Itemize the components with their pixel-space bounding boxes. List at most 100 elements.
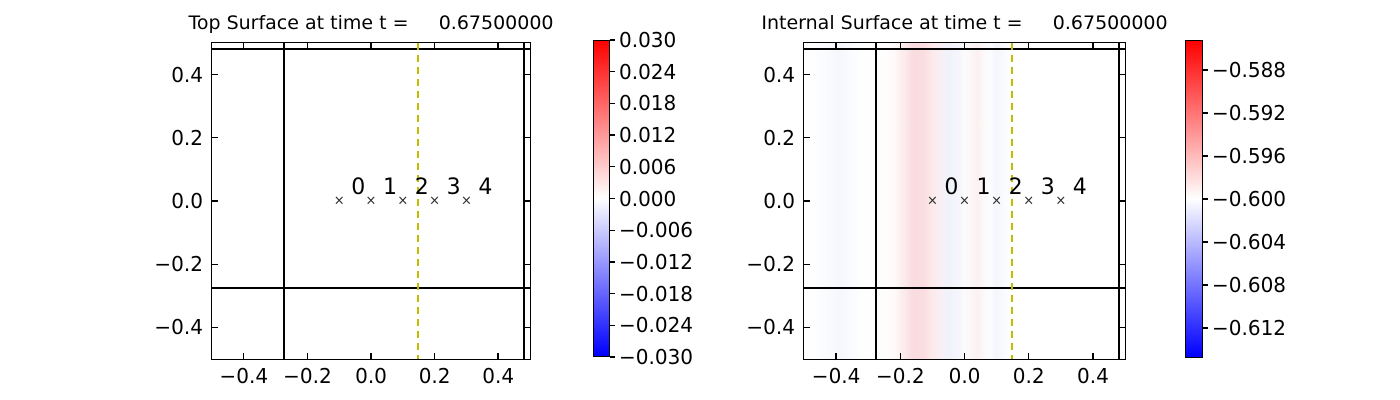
colorbar-tick-label: 0.000 [619,186,677,211]
colorbar-internal-surface: −0.588 −0.592 −0.596 −0.600 −0.604 −0.608 −0.6… [1185,40,1286,358]
x-tick-label: 0.4 [482,364,515,388]
subplot-top-surface: Top Surface at time t = 0.67500000 −0.4−… [154,12,553,388]
colorbar-gradient-top-surface [593,40,610,357]
subplot-internal-surface: Internal Surface at time t = 0.67500000 … [746,12,1167,388]
x-tick-label: 0.0 [948,364,981,388]
boundary-line-vertical [1117,43,1120,359]
marker-label: 4 [1072,175,1087,200]
y-tick-left [212,326,218,329]
axes-top-surface: −0.4 −0.2 0.0 0.2 0.4 0.4 0.2 0.0 −0.2 −0.4 × 0 × 1 × 2… [154,42,531,388]
boundary-line-horizontal [804,286,1125,289]
y-tick-right [1119,137,1125,139]
colorbar-tick [610,134,615,136]
y-tick-label: −0.2 [746,252,795,277]
x-tick-label: 0.2 [1012,364,1045,388]
x-tick-bottom [1092,353,1094,359]
y-tick-label: −0.4 [154,315,203,340]
y-tick-label: 0.0 [763,189,795,213]
colorbar-tick-label: −0.592 [1212,101,1287,126]
y-tick-left [212,263,218,265]
y-tick-right [1119,73,1125,76]
colorbar-tick-label: −0.006 [619,218,694,243]
y-tick-right [524,73,530,76]
x-tick-label: −0.4 [219,364,269,388]
y-tick-right [1119,200,1125,202]
colorbar-tick [610,356,615,358]
y-tick-left [804,200,810,202]
x-tick-bottom [306,353,309,359]
colorbar-tick-label: 0.030 [619,28,677,52]
x-marker: × [333,193,345,209]
y-tick-left [212,200,218,202]
dashed-vertical-line [417,43,420,359]
x-tick-top [899,43,901,49]
y-tick-left [804,137,810,139]
colorbar-tick-label: −0.012 [619,249,694,274]
dashed-vertical-line [1011,43,1013,359]
colorbar-tick [1203,284,1208,286]
colorbar-tick [610,39,615,41]
plot-title-internal-surface: Internal Surface at time t = 0.67500000 [761,12,1168,34]
y-tick-right [1119,326,1125,329]
y-tick-label: 0.4 [763,62,795,87]
y-tick-right [524,200,530,202]
x-tick-label: −0.2 [876,364,925,388]
boundary-line-horizontal [212,48,530,51]
colorbar-tick [1203,155,1208,157]
marker-label: 1 [383,175,397,200]
x-tick-label: 0.0 [355,364,387,388]
y-tick-right [524,326,530,329]
x-tick-top [370,43,372,49]
y-tick-label: 0.2 [171,125,203,150]
x-tick-bottom [497,353,499,359]
x-tick-top [835,43,837,49]
y-tick-left [212,137,218,139]
colorbar-tick [1203,112,1208,114]
colorbar-tick [610,292,615,295]
boundary-line-horizontal [804,48,1125,51]
colorbar-tick [610,71,615,73]
marker-label: 3 [1040,175,1055,200]
x-tick-top [1092,43,1094,49]
colorbar-tick-label: −0.604 [1212,229,1287,254]
colorbar-tick-label: 0.024 [619,59,677,84]
x-tick-top [963,43,966,49]
marker-label: 0 [351,175,366,200]
x-marker: × [959,193,970,209]
x-tick-label: 0.4 [1076,364,1109,388]
colorbar-tick [610,229,615,231]
colorbar-top-surface: 0.030 0.024 0.018 0.012 0.006 0.000 −0.006 −0.0… [593,28,693,369]
colorbar-tick-label: 0.018 [619,91,677,116]
colorbar-tick-label: 0.006 [619,154,677,179]
x-marker: × [397,193,409,209]
y-tick-label: −0.2 [154,252,203,277]
x-tick-bottom [243,353,245,359]
x-marker: × [926,193,938,209]
colorbar-tick-label: −0.030 [619,345,694,369]
y-tick-label: 0.0 [171,189,203,213]
colorbar-tick [610,197,615,200]
y-tick-left [804,73,810,76]
y-tick-right [524,263,530,265]
x-tick-bottom [899,353,901,359]
colorbar-tick-label: −0.588 [1212,58,1287,83]
y-tick-label: −0.4 [746,315,795,340]
x-marker: × [429,193,441,209]
boundary-line-vertical [522,43,525,359]
colorbar-tick-label: −0.024 [619,313,694,338]
x-tick-top [497,43,499,49]
colorbar-tick [610,261,615,263]
x-marker: × [1023,193,1035,209]
colorbar-tick-label: −0.018 [619,281,694,306]
y-tick-label: 0.2 [763,125,795,150]
marker-label: 2 [414,175,429,200]
x-tick-bottom [1028,353,1030,359]
marker-label: 0 [944,175,959,200]
y-tick-right [1119,263,1125,265]
x-marker: × [460,193,472,209]
marker-label: 1 [976,175,991,200]
x-tick-bottom [370,353,372,359]
colorbar-tick [610,166,615,168]
colorbar-tick [610,102,615,105]
x-marker: × [991,193,1003,209]
